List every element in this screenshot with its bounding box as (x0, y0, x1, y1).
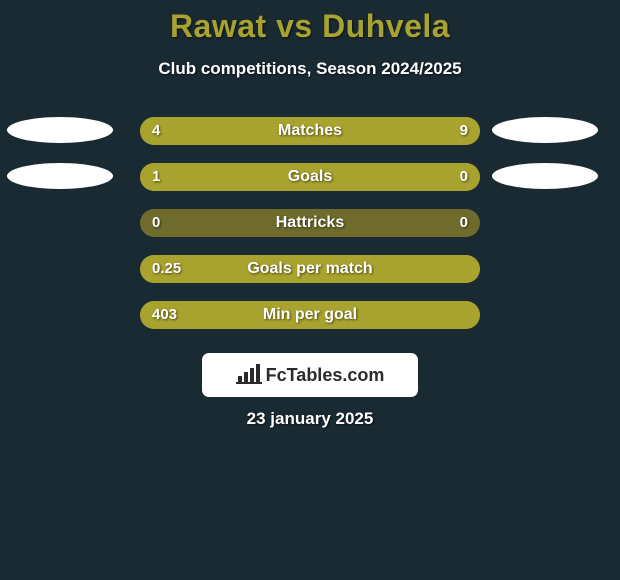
vs-label: vs (276, 8, 313, 44)
stat-row: 403Min per goal (0, 301, 620, 329)
stat-row: 0Hattricks0 (0, 209, 620, 237)
player2-avatar (492, 163, 598, 189)
page-title: Rawat vs Duhvela (0, 8, 620, 45)
comparison-card: Rawat vs Duhvela Club competitions, Seas… (0, 0, 620, 580)
stat-label: Hattricks (140, 209, 480, 237)
snapshot-date: 23 january 2025 (0, 409, 620, 429)
stat-value-right: 0 (460, 163, 468, 191)
stat-row: 0.25Goals per match (0, 255, 620, 283)
stat-value-right: 0 (460, 209, 468, 237)
player1-avatar (7, 163, 113, 189)
player2-name: Duhvela (322, 8, 450, 44)
subtitle: Club competitions, Season 2024/2025 (0, 59, 620, 79)
stats-container: 4Matches91Goals00Hattricks00.25Goals per… (0, 117, 620, 329)
stat-value-right: 9 (460, 117, 468, 145)
stat-label: Matches (140, 117, 480, 145)
stat-row: 4Matches9 (0, 117, 620, 145)
stat-label: Goals (140, 163, 480, 191)
stat-bar: 403Min per goal (140, 301, 480, 329)
stat-bar: 0.25Goals per match (140, 255, 480, 283)
player2-avatar (492, 117, 598, 143)
stat-label: Goals per match (140, 255, 480, 283)
source-logo: FcTables.com (202, 353, 418, 397)
stat-label: Min per goal (140, 301, 480, 329)
stat-bar: 1Goals0 (140, 163, 480, 191)
logo-text: FcTables.com (266, 365, 385, 386)
stat-bar: 0Hattricks0 (140, 209, 480, 237)
stat-row: 1Goals0 (0, 163, 620, 191)
chart-icon (236, 362, 262, 389)
player1-name: Rawat (170, 8, 267, 44)
stat-bar: 4Matches9 (140, 117, 480, 145)
player1-avatar (7, 117, 113, 143)
